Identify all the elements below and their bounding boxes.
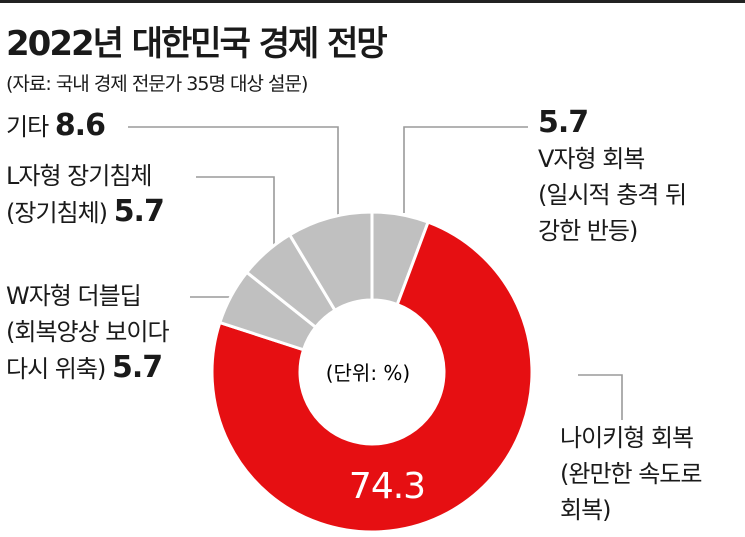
top-rule: [0, 0, 745, 3]
leader-line-l-shape: [196, 176, 275, 245]
name-l-shape-line1: L자형 장기침체: [6, 162, 152, 190]
value-label-nike: 74.3: [349, 466, 425, 507]
name-nike-line1: 나이키형 회복: [560, 424, 694, 452]
name-other: 기타: [6, 113, 49, 141]
donut-slices: [210, 210, 534, 534]
label-nike: 나이키형 회복 (완만한 속도로 회복): [560, 420, 702, 528]
name-v-shape-line1: V자형 회복: [538, 145, 645, 173]
label-other: 기타 8.6: [6, 108, 106, 145]
leader-line-v-shape: [403, 126, 528, 213]
unit-label: (단위: %): [326, 361, 411, 385]
value-l-shape: 5.7: [113, 194, 165, 229]
donut-slice-nike: [210, 220, 534, 534]
chart-subtitle: (자료: 국내 경제 전문가 35명 대상 설문): [6, 73, 308, 95]
name-w-shape-line2: (회복양상 보이다: [6, 318, 170, 346]
name-w-shape-line3: 다시 위축): [6, 355, 106, 383]
value-w-shape: 5.7: [111, 350, 163, 385]
label-v-shape: 5.7 V자형 회복 (일시적 충격 뒤 강한 반등): [538, 105, 687, 249]
value-v-shape: 5.7: [538, 105, 589, 140]
name-nike-line3: 회복): [560, 496, 612, 524]
name-l-shape-line2: (장기침체): [6, 199, 108, 227]
leader-lines: [128, 126, 623, 420]
leader-line-nike: [578, 374, 623, 420]
value-other: 8.6: [54, 108, 106, 143]
label-w-shape: W자형 더블딥 (회복양상 보이다 다시 위축) 5.7: [6, 278, 170, 387]
donut-slice-other: [287, 210, 374, 313]
leader-line-other: [128, 126, 339, 215]
label-l-shape: L자형 장기침체 (장기침체) 5.7: [6, 158, 165, 231]
name-w-shape-line1: W자형 더블딥: [6, 282, 142, 310]
name-v-shape-line3: 강한 반등): [538, 217, 638, 245]
name-v-shape-line2: (일시적 충격 뒤: [538, 181, 687, 209]
chart-title: 2022년 대한민국 경제 전망: [6, 24, 388, 64]
name-nike-line2: (완만한 속도로: [560, 460, 702, 488]
